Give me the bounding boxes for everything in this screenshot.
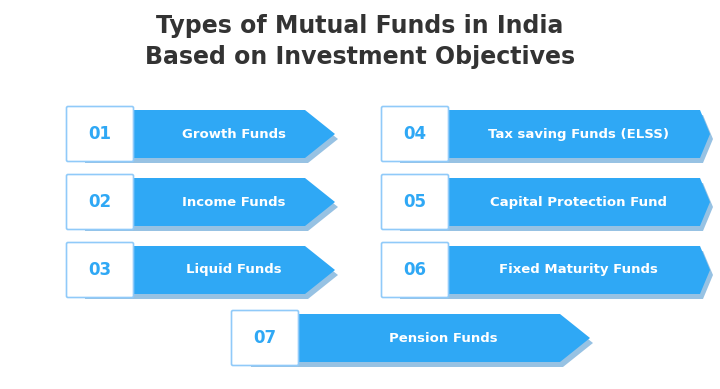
Text: Types of Mutual Funds in India
Based on Investment Objectives: Types of Mutual Funds in India Based on … [145,14,575,68]
Text: 03: 03 [89,261,112,279]
Polygon shape [85,251,338,299]
Text: Capital Protection Fund: Capital Protection Fund [490,196,667,209]
FancyBboxPatch shape [66,242,133,298]
FancyBboxPatch shape [66,175,133,230]
Text: 04: 04 [403,125,426,143]
Polygon shape [82,246,335,294]
FancyBboxPatch shape [232,310,299,366]
Polygon shape [82,178,335,226]
Text: Income Funds: Income Funds [181,196,285,209]
FancyBboxPatch shape [382,242,449,298]
Polygon shape [251,319,593,367]
Polygon shape [85,115,338,163]
Polygon shape [400,115,713,163]
Polygon shape [400,183,713,231]
FancyBboxPatch shape [382,107,449,161]
FancyBboxPatch shape [382,175,449,230]
Polygon shape [397,110,710,158]
Polygon shape [397,178,710,226]
Text: Pension Funds: Pension Funds [390,331,498,345]
Text: Growth Funds: Growth Funds [181,128,286,140]
Text: Fixed Maturity Funds: Fixed Maturity Funds [499,263,658,277]
Text: 07: 07 [253,329,276,347]
FancyBboxPatch shape [66,107,133,161]
Text: Tax saving Funds (ELSS): Tax saving Funds (ELSS) [488,128,669,140]
Polygon shape [248,314,590,362]
Polygon shape [85,183,338,231]
Polygon shape [400,251,713,299]
Polygon shape [82,110,335,158]
Text: 01: 01 [89,125,112,143]
Text: 06: 06 [403,261,426,279]
Text: Liquid Funds: Liquid Funds [186,263,282,277]
Text: 02: 02 [89,193,112,211]
Polygon shape [397,246,710,294]
Text: 05: 05 [403,193,426,211]
